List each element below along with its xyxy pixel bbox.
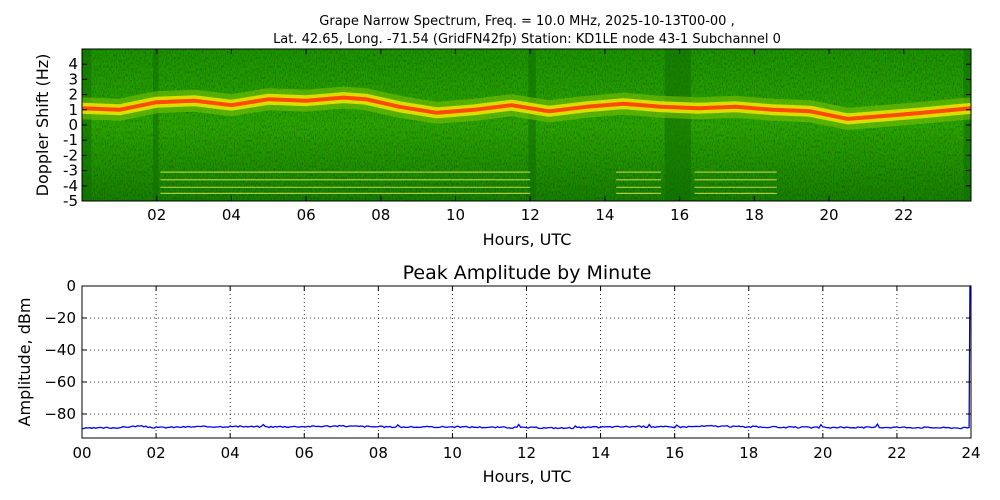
spectrum-y-tick-label: 0	[68, 116, 78, 134]
spectrum-y-tick-label: -5	[63, 192, 78, 210]
amplitude-x-tick-label: 00	[72, 444, 91, 462]
spectrum-x-axis-label: Hours, UTC	[483, 230, 572, 249]
spectrum-y-tick-label: -1	[63, 131, 78, 149]
amplitude-x-tick-label: 08	[369, 444, 388, 462]
amplitude-x-tick-label: 22	[887, 444, 906, 462]
amplitude-title: Peak Amplitude by Minute	[403, 262, 652, 284]
spectrum-x-tick-label: 04	[222, 206, 241, 224]
spectrum-y-tick-label: 2	[68, 86, 78, 104]
spectrum-x-tick-label: 02	[147, 206, 166, 224]
amplitude-series-line	[81, 285, 971, 430]
amplitude-x-tick-label: 04	[221, 444, 240, 462]
spectrum-x-tick-label: 14	[595, 206, 614, 224]
spectrum-x-tick-label: 22	[894, 206, 913, 224]
amplitude-x-axis-label: Hours, UTC	[483, 467, 572, 486]
amplitude-x-tick-label: 12	[517, 444, 536, 462]
spectrogram-band	[152, 49, 159, 201]
amplitude-y-tick-label: −40	[44, 341, 76, 359]
spectrum-x-tick-label: 10	[446, 206, 465, 224]
spectrum-title-line1: Grape Narrow Spectrum, Freq. = 10.0 MHz,…	[319, 14, 734, 29]
amplitude-y-tick-label: −60	[44, 373, 76, 391]
amplitude-y-axis-label: Amplitude, dBm	[15, 298, 34, 427]
spectrogram-plot-area	[82, 49, 971, 201]
doppler-trace	[82, 95, 971, 121]
spectrum-y-tick-label: -3	[63, 162, 78, 180]
spectrum-y-tick-label: 4	[68, 55, 78, 73]
amplitude-x-tick-label: 10	[443, 444, 462, 462]
amplitude-y-tick-label: 0	[66, 277, 76, 295]
amplitude-x-tick-label: 06	[295, 444, 314, 462]
amplitude-x-tick-label: 02	[147, 444, 166, 462]
spectrum-y-tick-label: 1	[68, 101, 78, 119]
spectrum-y-tick-label: -2	[63, 146, 78, 164]
spectrum-y-axis-label: Doppler Shift (Hz)	[33, 54, 52, 197]
spectrogram-band	[664, 49, 691, 201]
spectrum-y-tick-label: -4	[63, 177, 78, 195]
amplitude-y-tick-label: −20	[44, 309, 76, 327]
amplitude-x-tick-label: 20	[813, 444, 832, 462]
spectrum-title-line2: Lat. 42.65, Long. -71.54 (GridFN42fp) St…	[273, 32, 781, 47]
spectrum-x-tick-label: 18	[745, 206, 764, 224]
amplitude-x-tick-label: 18	[739, 444, 758, 462]
amplitude-x-tick-label: 14	[591, 444, 610, 462]
spectrum-y-tick-label: 3	[68, 70, 78, 88]
spectrum-x-tick-label: 16	[670, 206, 689, 224]
spectrum-x-tick-label: 12	[521, 206, 540, 224]
spectrogram-band	[528, 49, 536, 201]
spectrum-x-tick-label: 20	[820, 206, 839, 224]
spectrum-x-tick-label: 08	[371, 206, 390, 224]
amplitude-x-tick-label: 16	[665, 444, 684, 462]
amplitude-y-tick-label: −80	[44, 405, 76, 423]
amplitude-x-tick-label: 24	[961, 444, 980, 462]
spectrum-x-tick-label: 06	[297, 206, 316, 224]
